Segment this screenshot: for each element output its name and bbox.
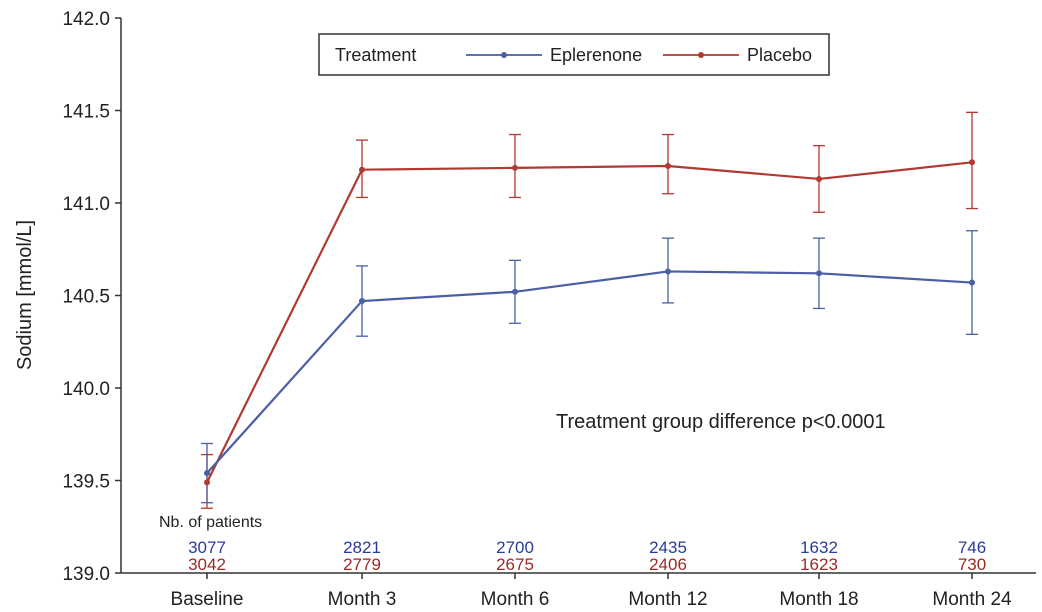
patient-count-eplerenone: 746: [958, 538, 986, 557]
patient-count-placebo: 1623: [800, 555, 838, 574]
data-point: [204, 470, 210, 477]
x-tick-label: Month 12: [628, 589, 707, 610]
patient-count-eplerenone: 2700: [496, 538, 534, 557]
x-tick-label: Baseline: [171, 589, 244, 610]
y-tick-label: 141.0: [62, 194, 110, 215]
x-tick-label: Month 3: [328, 589, 397, 610]
y-tick-label: 140.0: [62, 379, 110, 400]
y-tick-label: 140.5: [62, 287, 110, 308]
data-point: [969, 279, 975, 286]
y-ticks: 139.0 139.5 140.0 140.5 141.0 141.5 142.0: [62, 9, 121, 585]
axes: [120, 18, 1036, 574]
series-line-placebo: [206, 161, 973, 483]
x-ticks: Baseline Month 3 Month 6 Month 12 Month 18 Mo…: [171, 573, 1012, 610]
patient-count-placebo: 2406: [649, 555, 687, 574]
data-point: [816, 270, 822, 277]
legend-entries: Eplerenone Placebo: [466, 45, 812, 65]
data-point: [665, 268, 671, 275]
data-point: [512, 288, 518, 295]
data-point: [204, 479, 210, 486]
data-point: [969, 159, 975, 166]
legend-swatch-marker: [501, 52, 507, 58]
data-point: [816, 175, 822, 182]
x-tick-label: Month 18: [779, 589, 858, 610]
patient-count-eplerenone: 3077: [188, 538, 226, 557]
series-lines: [206, 161, 973, 483]
x-tick-label: Month 6: [481, 589, 550, 610]
series-points: [204, 159, 975, 486]
legend-entry-label: Eplerenone: [550, 45, 642, 65]
significance-annotation: Treatment group difference p<0.0001: [556, 411, 886, 433]
patient-count-eplerenone: 2435: [649, 538, 687, 557]
legend-swatch-marker: [698, 52, 704, 58]
data-point: [359, 298, 365, 305]
y-tick-label: 142.0: [62, 9, 110, 30]
y-tick-label: 139.5: [62, 472, 110, 493]
y-tick-label: 139.0: [62, 564, 110, 585]
patient-count-eplerenone: 2821: [343, 538, 381, 557]
data-point: [359, 166, 365, 173]
patients-label: Nb. of patients: [159, 514, 262, 531]
patient-count-placebo: 3042: [188, 555, 226, 574]
legend-entry-label: Placebo: [747, 45, 812, 65]
legend: Treatment Eplerenone Placebo: [318, 33, 830, 76]
patient-count-placebo: 730: [958, 555, 986, 574]
legend-box: [318, 33, 830, 76]
patient-count-eplerenone: 1632: [800, 538, 838, 557]
patient-counts: 3042 2779 2675 2406 1623 730 3077 2821 2700 2435 1…: [188, 538, 986, 574]
legend-title: Treatment: [335, 45, 416, 65]
patient-count-placebo: 2779: [343, 555, 381, 574]
series-line-eplerenone: [206, 270, 973, 474]
y-axis-title: Sodium [mmol/L]: [14, 220, 36, 370]
error-bars: [201, 111, 978, 509]
data-point: [512, 164, 518, 171]
data-point: [665, 163, 671, 169]
patient-count-placebo: 2675: [496, 555, 534, 574]
x-tick-label: Month 24: [932, 589, 1012, 610]
y-tick-label: 141.5: [62, 102, 110, 123]
